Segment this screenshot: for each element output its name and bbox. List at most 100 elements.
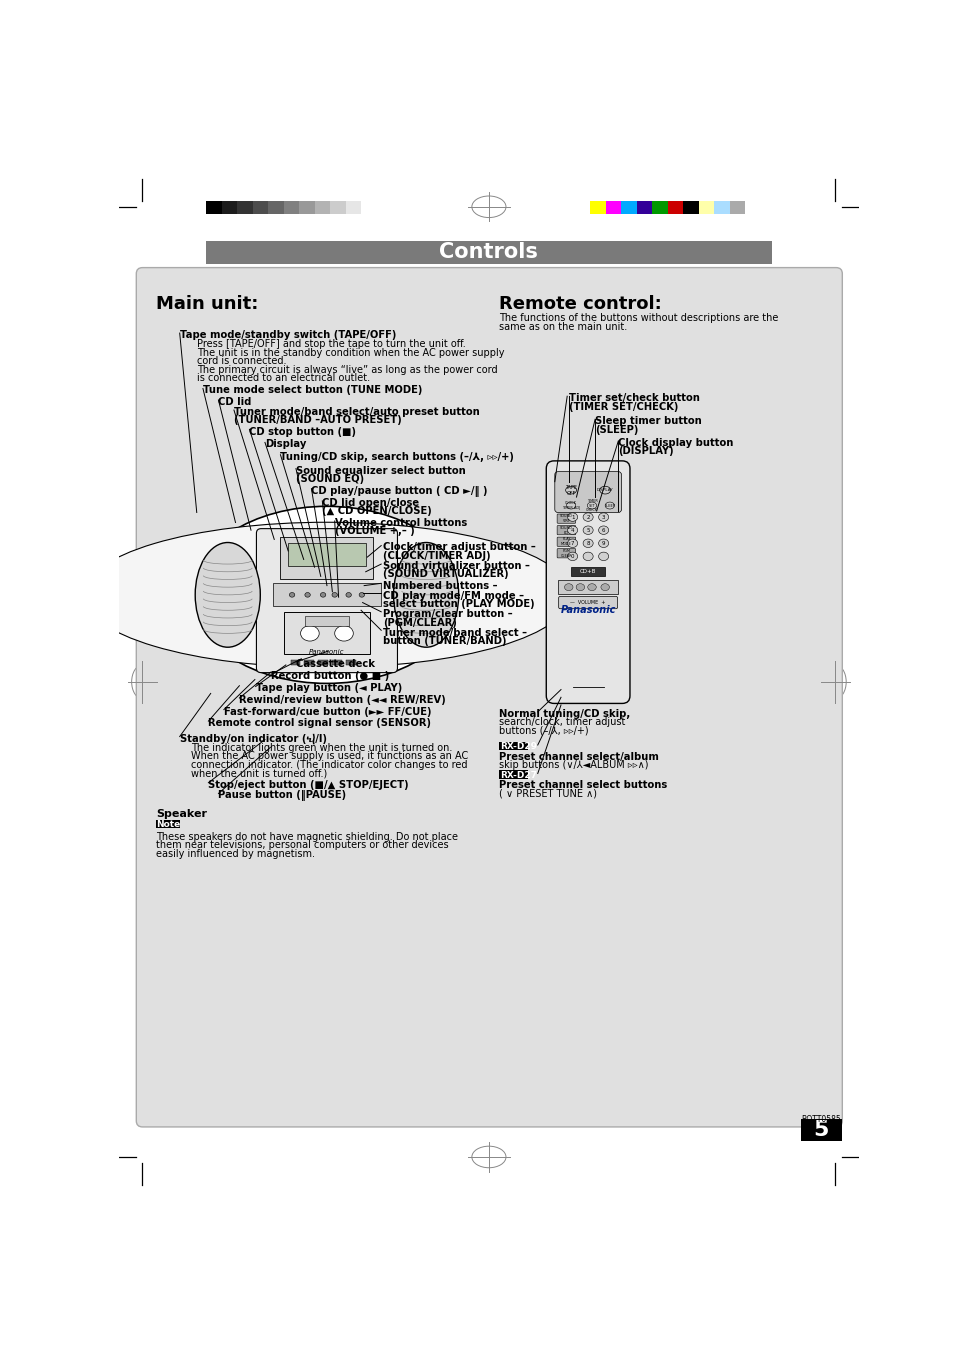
Bar: [620, 200, 637, 215]
Text: (TUNER/BAND –AUTO PRESET): (TUNER/BAND –AUTO PRESET): [233, 416, 401, 426]
Text: Preset channel select buttons: Preset channel select buttons: [498, 781, 666, 790]
Text: (TIMER SET/CHECK): (TIMER SET/CHECK): [568, 401, 678, 412]
Text: Tape mode/standby switch (TAPE/OFF): Tape mode/standby switch (TAPE/OFF): [179, 330, 395, 340]
Text: Remote control:: Remote control:: [498, 295, 661, 312]
Bar: [236, 200, 253, 215]
Text: Tape play button (◄ PLAY): Tape play button (◄ PLAY): [255, 684, 401, 693]
Bar: [221, 200, 236, 215]
Ellipse shape: [598, 513, 608, 521]
Text: 5: 5: [586, 528, 589, 532]
Text: button (TUNER/BAND): button (TUNER/BAND): [382, 636, 506, 646]
Text: Timer set/check button: Timer set/check button: [568, 393, 699, 403]
Ellipse shape: [289, 593, 294, 597]
Bar: [667, 200, 682, 215]
Bar: [206, 240, 771, 263]
Text: select button (PLAY MODE): select button (PLAY MODE): [382, 600, 534, 609]
Ellipse shape: [567, 553, 578, 561]
Text: TIMER
SET
CHECK: TIMER SET CHECK: [585, 499, 598, 512]
Ellipse shape: [394, 543, 458, 647]
Text: CD lid: CD lid: [218, 397, 252, 407]
Bar: [801, 1119, 841, 1140]
Text: Tuner mode/band select –: Tuner mode/band select –: [382, 628, 526, 638]
Text: Preset channel select/album: Preset channel select/album: [498, 753, 659, 762]
Bar: [637, 200, 652, 215]
Text: Sound equalizer select button: Sound equalizer select button: [295, 466, 465, 476]
Text: Panasonic: Panasonic: [309, 648, 344, 655]
Bar: [206, 200, 221, 215]
Text: SLEEP: SLEEP: [604, 504, 615, 508]
Text: (VOLUME +,– ): (VOLUME +,– ): [335, 527, 414, 536]
Text: (PGM/CLEAR): (PGM/CLEAR): [382, 617, 456, 628]
Text: (SOUND VIRTUALIZER): (SOUND VIRTUALIZER): [382, 570, 508, 580]
Ellipse shape: [195, 543, 260, 647]
Text: when the unit is turned off.): when the unit is turned off.): [192, 769, 327, 778]
Ellipse shape: [567, 539, 578, 547]
Ellipse shape: [192, 507, 462, 684]
Bar: [253, 200, 268, 215]
Text: Standby/on indicator (ⴏ/I): Standby/on indicator (ⴏ/I): [179, 734, 326, 744]
Text: CD play mode/FM mode –: CD play mode/FM mode –: [382, 590, 523, 601]
Bar: [318, 659, 328, 665]
Text: CD play/pause button ( CD ►/‖ ): CD play/pause button ( CD ►/‖ ): [311, 485, 487, 497]
Text: CLOCK
TIMER ADJ: CLOCK TIMER ADJ: [561, 501, 579, 509]
Text: Main unit:: Main unit:: [156, 295, 258, 312]
FancyBboxPatch shape: [136, 267, 841, 1127]
Text: Pause button (‖PAUSE): Pause button (‖PAUSE): [218, 790, 346, 801]
Bar: [558, 580, 618, 594]
Bar: [304, 659, 314, 665]
Bar: [714, 200, 729, 215]
Bar: [330, 200, 345, 215]
Text: SOUND
VIRT: SOUND VIRT: [559, 515, 572, 523]
Text: Tune mode select button (TUNE MODE): Tune mode select button (TUNE MODE): [203, 385, 422, 396]
Ellipse shape: [582, 526, 593, 535]
Text: The primary circuit is always “live” as long as the power cord: The primary circuit is always “live” as …: [196, 365, 497, 374]
Ellipse shape: [320, 593, 325, 597]
Text: Tuning/CD skip, search buttons (–/⅄, ▹▹/+): Tuning/CD skip, search buttons (–/⅄, ▹▹/…: [280, 451, 514, 462]
Text: 3: 3: [601, 515, 605, 520]
Text: 1: 1: [570, 515, 574, 520]
Text: easily influenced by magnetism.: easily influenced by magnetism.: [156, 848, 315, 859]
Text: (SLEEP): (SLEEP): [595, 424, 638, 435]
Text: 0: 0: [570, 554, 574, 559]
Text: ( ∨ PRESET TUNE ∧): ( ∨ PRESET TUNE ∧): [498, 789, 597, 798]
Text: The unit is in the standby condition when the AC power supply: The unit is in the standby condition whe…: [196, 347, 504, 358]
Ellipse shape: [587, 503, 596, 509]
Bar: [156, 820, 179, 828]
Bar: [284, 612, 369, 654]
Ellipse shape: [305, 593, 310, 597]
Bar: [346, 659, 355, 665]
Text: RQTT0585: RQTT0585: [801, 1116, 841, 1124]
Text: connection indicator. (The indicator color changes to red: connection indicator. (The indicator col…: [192, 759, 467, 770]
Bar: [280, 538, 373, 580]
Text: Speaker: Speaker: [156, 809, 207, 819]
Text: The functions of the buttons without descriptions are the: The functions of the buttons without des…: [498, 313, 778, 323]
Text: RX-D27: RX-D27: [499, 770, 537, 780]
Ellipse shape: [582, 553, 593, 561]
Text: Rewind/review button (◄◄ REW/REV): Rewind/review button (◄◄ REW/REV): [239, 694, 446, 705]
Text: skip buttons (∨/⅄◄ALBUM ▹▹∧): skip buttons (∨/⅄◄ALBUM ▹▹∧): [498, 761, 648, 770]
Bar: [605, 200, 620, 215]
Bar: [314, 200, 330, 215]
Text: (CLOCK/TIMER ADJ): (CLOCK/TIMER ADJ): [382, 551, 490, 561]
Ellipse shape: [346, 593, 351, 597]
Text: The indicator lights green when the unit is turned on.: The indicator lights green when the unit…: [192, 743, 453, 753]
Text: (▲ CD OPEN/CLOSE): (▲ CD OPEN/CLOSE): [322, 507, 432, 516]
Text: cord is connected.: cord is connected.: [196, 357, 286, 366]
Text: 4: 4: [570, 528, 574, 532]
Text: 7: 7: [570, 540, 574, 546]
Bar: [498, 770, 528, 780]
Ellipse shape: [582, 539, 593, 547]
Text: Numbered buttons –: Numbered buttons –: [382, 581, 497, 590]
Text: Program/clear button –: Program/clear button –: [382, 609, 512, 620]
Bar: [682, 200, 699, 215]
Text: SOUND
EQ: SOUND EQ: [559, 526, 572, 535]
Text: Display: Display: [265, 439, 306, 450]
Text: buttons (–/⅄, ▹▹/+): buttons (–/⅄, ▹▹/+): [498, 725, 588, 736]
Ellipse shape: [567, 513, 578, 521]
Bar: [571, 567, 604, 577]
Text: CD lid open/close: CD lid open/close: [322, 497, 419, 508]
Bar: [590, 200, 605, 215]
Text: (SOUND EQ): (SOUND EQ): [295, 474, 364, 484]
Bar: [729, 200, 744, 215]
Ellipse shape: [564, 584, 573, 590]
